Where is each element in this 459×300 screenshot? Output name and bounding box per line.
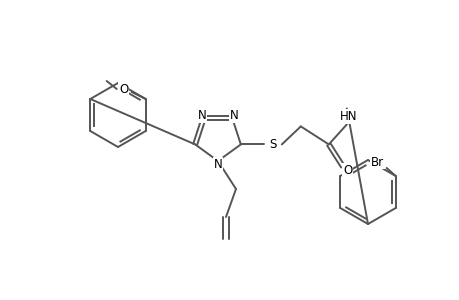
Text: O: O xyxy=(342,164,352,177)
Text: Br: Br xyxy=(370,155,383,169)
Text: N: N xyxy=(213,158,222,170)
Text: S: S xyxy=(269,138,276,151)
Text: HN: HN xyxy=(339,110,357,123)
Text: O: O xyxy=(119,82,128,95)
Text: N: N xyxy=(197,109,206,122)
Text: N: N xyxy=(229,109,238,122)
